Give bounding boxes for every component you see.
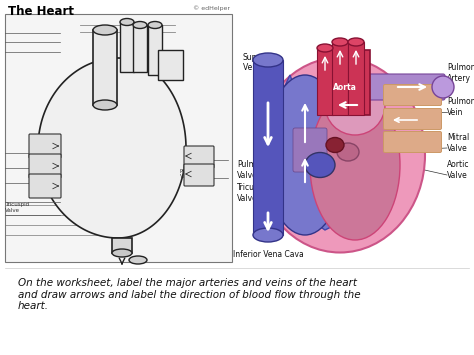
Text: Tricuspid
Valve: Tricuspid Valve	[237, 183, 271, 203]
FancyBboxPatch shape	[184, 146, 214, 168]
Ellipse shape	[348, 38, 364, 46]
Polygon shape	[38, 58, 186, 238]
FancyBboxPatch shape	[383, 84, 441, 105]
FancyBboxPatch shape	[383, 109, 441, 130]
Text: Pulmonary
Artery: Pulmonary Artery	[447, 63, 474, 83]
Ellipse shape	[305, 153, 335, 178]
FancyBboxPatch shape	[133, 25, 147, 72]
Polygon shape	[278, 75, 340, 230]
Ellipse shape	[432, 76, 454, 98]
FancyBboxPatch shape	[158, 50, 183, 80]
Ellipse shape	[265, 75, 345, 235]
FancyBboxPatch shape	[253, 60, 283, 235]
Ellipse shape	[325, 75, 385, 135]
Text: Left
Atrium: Left Atrium	[342, 95, 368, 115]
Ellipse shape	[310, 90, 400, 240]
Text: On the worksheet, label the major arteries and veins of the heart
and draw arrow: On the worksheet, label the major arteri…	[18, 278, 361, 311]
Text: Pulmonary
Vein: Pulmonary Vein	[447, 97, 474, 117]
FancyBboxPatch shape	[317, 48, 333, 115]
Text: The Heart: The Heart	[8, 5, 74, 18]
Ellipse shape	[253, 228, 283, 242]
Text: Tricuspid
Valve: Tricuspid Valve	[5, 202, 29, 213]
Text: Right
Ventricle: Right Ventricle	[288, 190, 322, 210]
Ellipse shape	[326, 137, 344, 153]
FancyBboxPatch shape	[383, 131, 441, 153]
Ellipse shape	[93, 100, 117, 110]
Text: Pulmonary
Valve: Pulmonary Valve	[180, 169, 210, 179]
FancyBboxPatch shape	[93, 30, 117, 105]
Text: Mitral
Valve: Mitral Valve	[447, 133, 469, 153]
Text: © edHelper: © edHelper	[193, 5, 230, 11]
Ellipse shape	[253, 53, 283, 67]
FancyBboxPatch shape	[5, 14, 232, 262]
FancyBboxPatch shape	[184, 164, 214, 186]
Ellipse shape	[317, 44, 333, 52]
FancyBboxPatch shape	[29, 174, 61, 198]
Ellipse shape	[93, 25, 117, 35]
FancyBboxPatch shape	[332, 42, 348, 115]
Text: Right
Atrium: Right Atrium	[267, 143, 293, 163]
Ellipse shape	[133, 22, 147, 28]
Ellipse shape	[255, 58, 425, 252]
Ellipse shape	[337, 143, 359, 161]
Text: Aorta: Aorta	[333, 82, 357, 92]
Text: Inferior Vena Cava: Inferior Vena Cava	[233, 250, 303, 259]
FancyBboxPatch shape	[29, 154, 61, 178]
FancyBboxPatch shape	[29, 134, 61, 158]
FancyBboxPatch shape	[120, 22, 134, 72]
Text: Superior
Vena Cava: Superior Vena Cava	[243, 53, 283, 72]
Text: Left
Ventricle: Left Ventricle	[370, 165, 404, 185]
Text: Aortic
Valve: Aortic Valve	[447, 160, 470, 180]
FancyBboxPatch shape	[148, 25, 162, 75]
FancyBboxPatch shape	[320, 50, 370, 115]
Ellipse shape	[332, 38, 348, 46]
Ellipse shape	[148, 22, 162, 28]
FancyBboxPatch shape	[348, 42, 364, 115]
FancyBboxPatch shape	[112, 238, 132, 253]
FancyBboxPatch shape	[366, 74, 445, 100]
Ellipse shape	[129, 256, 147, 264]
FancyBboxPatch shape	[293, 128, 327, 172]
Ellipse shape	[112, 249, 132, 257]
Text: Pulmonary
Valve: Pulmonary Valve	[237, 160, 278, 180]
Ellipse shape	[120, 18, 134, 26]
